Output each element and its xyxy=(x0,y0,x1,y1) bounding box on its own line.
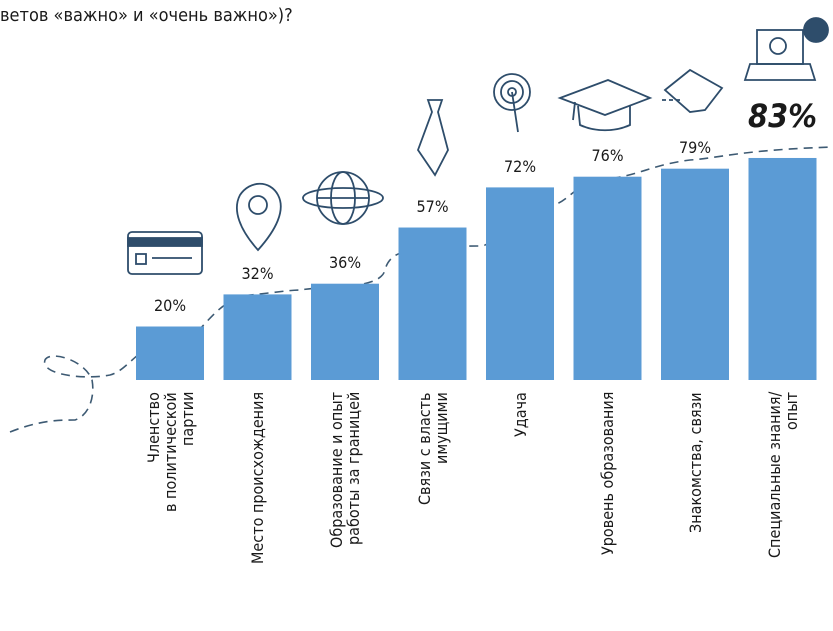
bar xyxy=(398,227,467,380)
bar xyxy=(136,326,204,380)
value-label: 57% xyxy=(417,197,449,216)
x-tick-label: Связи с власть имущими xyxy=(414,392,451,505)
bar xyxy=(573,176,642,380)
bar xyxy=(748,157,817,380)
value-label: 72% xyxy=(504,157,536,176)
x-tick-label: Специальные знания/ опыт xyxy=(764,392,801,559)
bar xyxy=(486,187,554,380)
icons xyxy=(127,17,829,275)
x-tick-label: Знакомства, связи xyxy=(685,392,705,533)
value-label: 20% xyxy=(154,296,186,315)
bar xyxy=(311,283,379,380)
x-tick-label: Удача xyxy=(510,392,530,437)
bar xyxy=(223,294,292,380)
value-label: 36% xyxy=(329,253,361,272)
x-tick-label: Членство в политической партии xyxy=(143,392,197,512)
bar xyxy=(661,168,729,380)
x-tick-label: Место происхождения xyxy=(248,392,267,565)
value-label: 32% xyxy=(242,264,274,283)
value-label: 79% xyxy=(679,138,711,157)
x-tick-label: Уровень образования xyxy=(598,392,617,556)
value-label: 76% xyxy=(592,146,624,165)
subtitle: ветов «важно» и «очень важно»)? xyxy=(0,5,293,26)
value-label: 83% xyxy=(748,97,817,135)
x-tick-label: Образование и опыт работы за границей xyxy=(327,392,363,549)
